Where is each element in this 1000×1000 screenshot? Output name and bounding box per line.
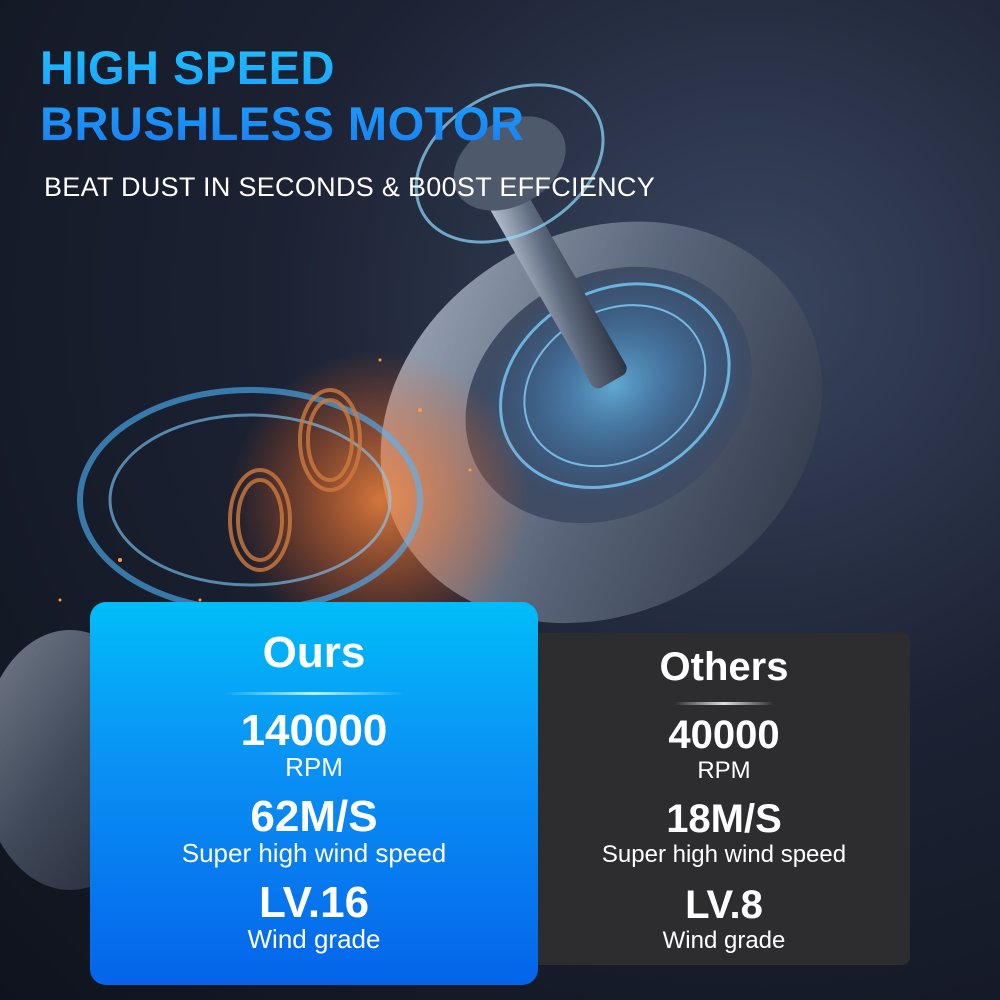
- others-wind-grade-value: LV.8: [685, 883, 763, 927]
- others-rpm-unit: RPM: [697, 757, 751, 784]
- others-wind-speed-label: Super high wind speed: [601, 841, 847, 868]
- ours-label: Ours: [262, 628, 366, 677]
- ours-wind-grade-value: LV.16: [258, 878, 370, 927]
- title-line-2: BRUSHLESS MOTOR: [40, 97, 525, 150]
- ours-card: Ours 140000 RPM 62M/S Super high wind sp…: [90, 602, 538, 985]
- others-rpm-value: 40000: [668, 713, 780, 757]
- ours-wind-grade-label: Wind grade: [247, 924, 381, 954]
- others-wind-grade-label: Wind grade: [662, 927, 786, 954]
- ours-rpm-unit: RPM: [285, 752, 343, 782]
- title-line-1: HIGH SPEED: [40, 41, 335, 94]
- others-card: Others 40000 RPM 18M/S Super high wind s…: [538, 633, 910, 965]
- others-label: Others: [659, 645, 789, 689]
- ours-wind-speed-value: 62M/S: [250, 792, 378, 841]
- subtitle: BEAT DUST IN SECONDS & B00ST EFFCIENCY: [44, 172, 656, 202]
- ours-rpm-value: 140000: [240, 706, 388, 755]
- page-title: HIGH SPEED BRUSHLESS MOTOR: [40, 40, 525, 152]
- ours-wind-speed-label: Super high wind speed: [181, 838, 447, 868]
- divider: [224, 692, 404, 695]
- others-wind-speed-value: 18M/S: [666, 797, 782, 841]
- divider: [674, 702, 774, 705]
